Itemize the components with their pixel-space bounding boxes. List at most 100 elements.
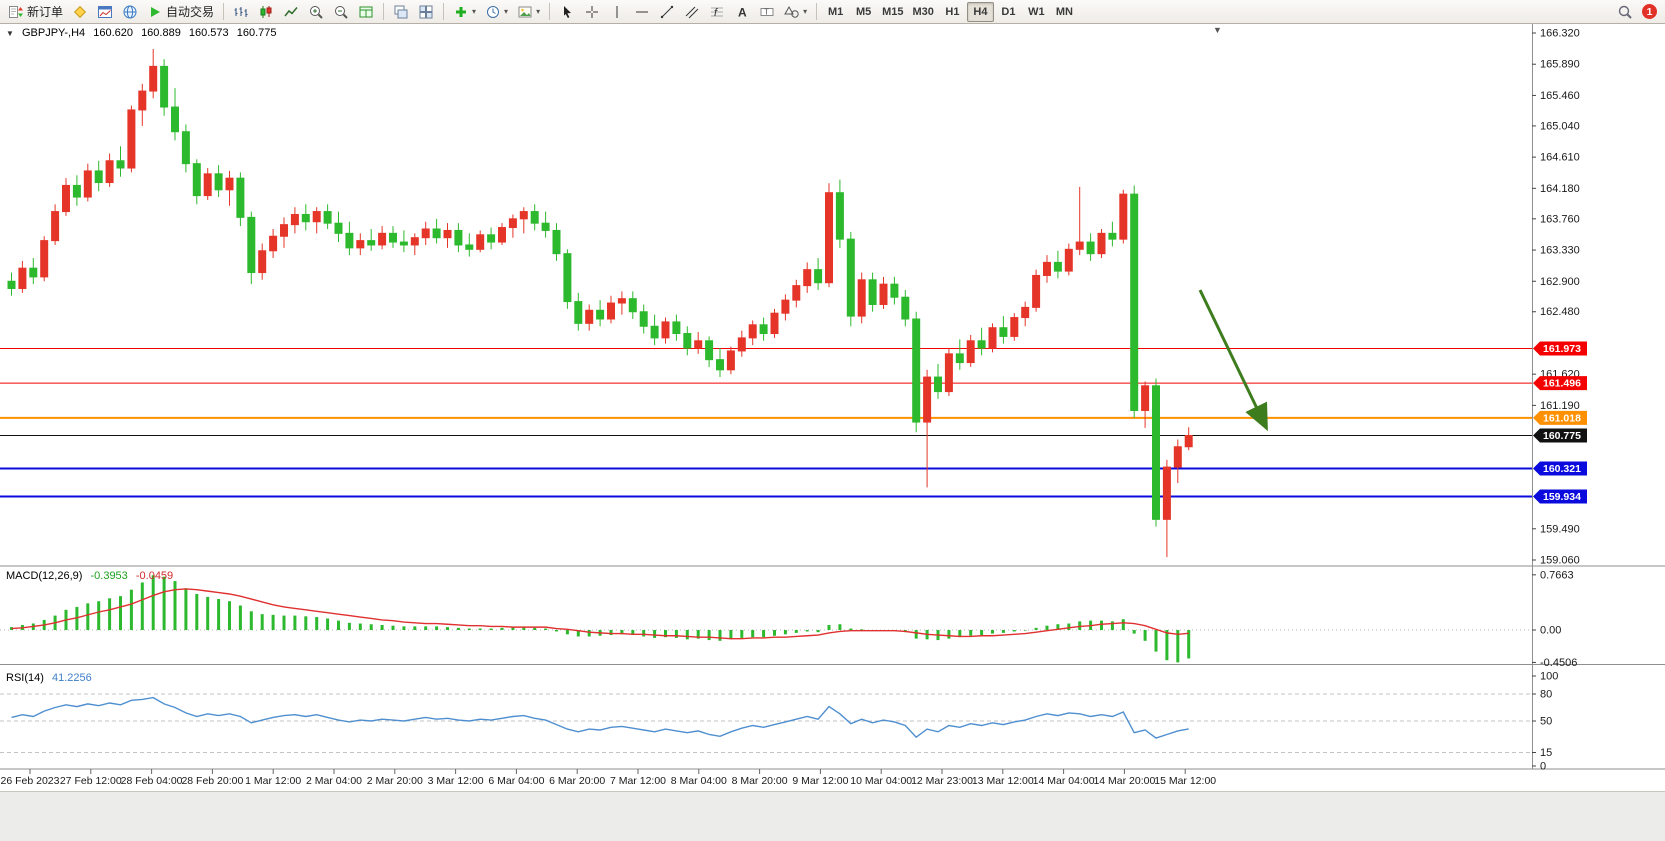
ohlc-high: 160.889 [141, 27, 181, 39]
macd-main-value: -0.3953 [90, 570, 128, 582]
svg-text:13 Mar 12:00: 13 Mar 12:00 [972, 775, 1034, 787]
svg-text:15: 15 [1540, 747, 1552, 759]
timeframe-m5-button[interactable]: M5 [850, 2, 877, 22]
svg-text:8 Mar 04:00: 8 Mar 04:00 [671, 775, 727, 787]
text-label-icon: T [759, 4, 775, 20]
timeframe-m15-button[interactable]: M15 [878, 2, 907, 22]
templates-button[interactable]: ▾ [513, 2, 544, 22]
svg-text:0: 0 [1540, 761, 1546, 773]
ohlc-open: 160.620 [93, 27, 133, 39]
zoom-in-icon [308, 4, 324, 20]
ohlc-close: 160.775 [236, 27, 277, 39]
tile-windows-button[interactable] [414, 2, 438, 22]
main-toolbar: 新订单 自动交易 [0, 0, 1665, 24]
line-chart-icon [283, 4, 299, 20]
svg-text:2 Mar 04:00: 2 Mar 04:00 [306, 775, 362, 787]
mq-logo-button[interactable] [68, 2, 92, 22]
svg-text:14 Mar 20:00: 14 Mar 20:00 [1093, 775, 1155, 787]
timeframe-m1-button[interactable]: M1 [822, 2, 849, 22]
price-scale[interactable]: 166.320 165.890 165.460 165.040 164.610 164.1… [1532, 28, 1587, 567]
dropdown-arrow-icon: ▾ [504, 6, 509, 16]
toolbar-separator [443, 3, 445, 20]
dropdown-arrow-icon: ▾ [472, 6, 477, 16]
periods-button[interactable]: ▾ [481, 2, 512, 22]
price-badge: 161.973 [1533, 341, 1587, 356]
timeframe-m30-button[interactable]: M30 [909, 2, 938, 22]
open-chart-button[interactable] [93, 2, 117, 22]
new-order-label: 新订单 [27, 5, 64, 19]
macd-indicator-label: MACD(12,26,9) -0.3953 -0.0459 [6, 570, 178, 582]
svg-text:50: 50 [1540, 716, 1552, 728]
svg-text:12 Mar 23:00: 12 Mar 23:00 [911, 775, 973, 787]
svg-text:3 Mar 12:00: 3 Mar 12:00 [428, 775, 484, 787]
channel-tool-button[interactable] [680, 2, 704, 22]
grid-window-icon [358, 4, 374, 20]
macd-signal-value: -0.0459 [135, 570, 174, 582]
macd-name: MACD(12,26,9) [6, 570, 83, 582]
shapes-tool-button[interactable]: ▾ [780, 2, 811, 22]
collapse-triangle-icon[interactable]: ▼ [6, 29, 14, 38]
svg-text:163.330: 163.330 [1540, 245, 1580, 257]
chart-canvas[interactable]: 166.320 165.890 165.460 165.040 164.610 164.1… [0, 24, 1665, 791]
horizontal-lines[interactable] [0, 348, 1532, 498]
svg-text:26 Feb 2023: 26 Feb 2023 [1, 775, 60, 787]
line-chart-type-button[interactable] [279, 2, 303, 22]
autotrading-button[interactable]: 自动交易 [143, 2, 218, 22]
community-globe-button[interactable] [118, 2, 142, 22]
svg-text:6 Mar 04:00: 6 Mar 04:00 [488, 775, 544, 787]
price-badge: 161.018 [1533, 410, 1587, 425]
chart-window-icon [97, 4, 113, 20]
search-button[interactable] [1613, 2, 1637, 22]
trendline-tool-button[interactable] [655, 2, 679, 22]
timeframe-d1-button[interactable]: D1 [995, 2, 1022, 22]
dropdown-arrow-icon: ▾ [536, 6, 541, 16]
svg-text:28 Feb 04:00: 28 Feb 04:00 [121, 775, 183, 787]
svg-text:161.190: 161.190 [1540, 400, 1580, 412]
cursor-arrow-icon [559, 4, 575, 20]
price-badge: 160.321 [1533, 461, 1587, 476]
chart-shift-marker[interactable]: ▼ [1213, 25, 1222, 35]
svg-text:2 Mar 20:00: 2 Mar 20:00 [367, 775, 423, 787]
timeframe-h1-button[interactable]: H1 [939, 2, 966, 22]
rsi-value: 41.2256 [51, 672, 92, 684]
timeframe-w1-button[interactable]: W1 [1023, 2, 1050, 22]
svg-text:7 Mar 12:00: 7 Mar 12:00 [610, 775, 666, 787]
vertical-line-tool-button[interactable] [605, 2, 629, 22]
zoom-out-icon [333, 4, 349, 20]
svg-text:161.496: 161.496 [1543, 378, 1581, 390]
zoom-in-button[interactable] [304, 2, 328, 22]
horizontal-line-tool-button[interactable] [630, 2, 654, 22]
new-order-button[interactable]: 新订单 [4, 2, 67, 22]
cursor-tool-button[interactable] [555, 2, 579, 22]
dropdown-arrow-icon: ▾ [803, 6, 808, 16]
autotrading-label: 自动交易 [166, 5, 215, 19]
bar-chart-icon [233, 4, 249, 20]
bars-chart-type-button[interactable] [229, 2, 253, 22]
candlestick-series [7, 48, 1193, 558]
cascade-windows-button[interactable] [389, 2, 413, 22]
svg-text:15 Mar 12:00: 15 Mar 12:00 [1154, 775, 1216, 787]
crosshair-tool-button[interactable] [580, 2, 604, 22]
candles-chart-type-button[interactable] [254, 2, 278, 22]
zoom-out-button[interactable] [329, 2, 353, 22]
price-badge: 160.775 [1533, 428, 1587, 443]
svg-text:159.060: 159.060 [1540, 555, 1580, 567]
fibonacci-tool-button[interactable]: f [705, 2, 729, 22]
add-indicator-button[interactable]: ▾ [449, 2, 480, 22]
notifications-button[interactable]: 1 [1638, 2, 1661, 22]
svg-text:162.480: 162.480 [1540, 306, 1580, 318]
timeframe-mn-button[interactable]: MN [1051, 2, 1078, 22]
timeframe-h4-button[interactable]: H4 [966, 1, 994, 22]
trend-arrow-annotation[interactable] [1198, 289, 1268, 432]
svg-text:1 Mar 12:00: 1 Mar 12:00 [245, 775, 301, 787]
fibonacci-icon: f [709, 4, 725, 20]
rsi-name: RSI(14) [6, 672, 44, 684]
new-chart-window-button[interactable] [354, 2, 378, 22]
timeframe-group: M1 M5 M15 M30 H1 H4 D1 W1 MN [822, 1, 1078, 22]
text-tool-button[interactable]: A [730, 2, 754, 22]
svg-text:161.973: 161.973 [1543, 343, 1581, 355]
label-tool-button[interactable]: T [755, 2, 779, 22]
svg-text:161.018: 161.018 [1543, 412, 1581, 424]
